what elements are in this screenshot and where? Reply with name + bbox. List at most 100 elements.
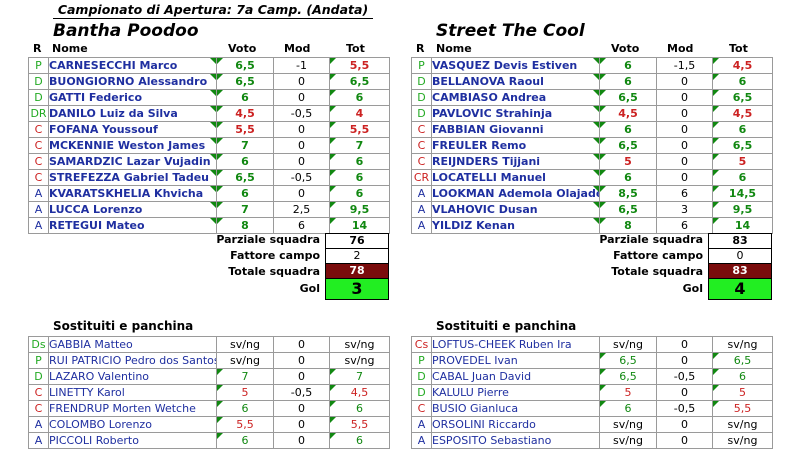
player-voto: 4,5	[216, 105, 274, 122]
player-tot: 6	[712, 368, 773, 385]
player-name: CABAL Juan David	[431, 368, 600, 385]
player-row: DR DANILO Luiz da Silva 4,5 -0,5 4	[28, 105, 390, 122]
player-voto: 7	[216, 137, 274, 154]
player-voto: 6	[599, 121, 657, 138]
player-voto: 6,5	[216, 57, 274, 74]
bench-row: D LAZARO Valentino 7 0 7	[28, 368, 390, 385]
player-row: C FOFANA Youssouf 5,5 0 5,5	[28, 121, 390, 138]
col-name-header: Nome	[52, 42, 88, 55]
player-tot: 5,5	[329, 57, 390, 74]
player-mod: 0	[273, 368, 330, 385]
bench-row: P RUI PATRICIO Pedro dos Santos sv/ng 0 sv/n…	[28, 352, 390, 369]
player-role: C	[411, 153, 432, 170]
player-mod: 0	[656, 416, 713, 433]
player-tot: sv/ng	[329, 352, 390, 369]
player-name: KVARATSKHELIA Khvicha	[48, 185, 217, 202]
bench-row: A ESPOSITO Sebastiano sv/ng 0 sv/ng	[411, 432, 773, 449]
player-row: A RETEGUI Mateo 8 6 14	[28, 217, 390, 234]
away-team-name: Street The Cool	[436, 21, 585, 41]
player-row: P VASQUEZ Devis Estiven 6 -1,5 4,5	[411, 57, 773, 74]
page-title: Campionato di Apertura: 7a Camp. (Andata…	[53, 2, 373, 19]
away-totale-label: Totale squadra	[611, 265, 703, 278]
bench-row: C LINETTY Karol 5 -0,5 4,5	[28, 384, 390, 401]
player-tot: 4,5	[712, 57, 773, 74]
away-gol-label: Gol	[682, 282, 703, 295]
player-role: C	[28, 137, 49, 154]
home-gol-label: Gol	[299, 282, 320, 295]
player-voto: 6	[216, 432, 274, 449]
player-tot: 6	[712, 73, 773, 90]
player-name: FOFANA Youssouf	[48, 121, 217, 138]
player-role: A	[28, 217, 49, 234]
home-team-name: Bantha Poodoo	[53, 21, 199, 41]
player-mod: 0	[273, 185, 330, 202]
player-role: A	[411, 217, 432, 234]
away-fattore-label: Fattore campo	[613, 249, 703, 262]
player-tot: 5	[712, 384, 773, 401]
away-bench-title: Sostituiti e panchina	[436, 319, 577, 333]
away-totale-value: 83	[708, 263, 772, 279]
player-tot: sv/ng	[712, 336, 773, 353]
away-gol-value: 4	[708, 278, 772, 300]
player-voto: 6,5	[599, 352, 657, 369]
player-name: LUCCA Lorenzo	[48, 201, 217, 218]
player-tot: 6,5	[712, 137, 773, 154]
player-role: A	[28, 416, 49, 433]
player-role: Cs	[411, 336, 432, 353]
player-mod: 0	[273, 400, 330, 417]
player-voto: 7	[216, 201, 274, 218]
player-role: C	[411, 121, 432, 138]
player-tot: 5,5	[329, 121, 390, 138]
player-name: PAVLOVIC Strahinja	[431, 105, 600, 122]
col-r-header: R	[33, 42, 42, 55]
player-voto: sv/ng	[599, 416, 657, 433]
player-mod: -1	[273, 57, 330, 74]
col-mod-header: Mod	[284, 42, 311, 55]
player-role: C	[411, 400, 432, 417]
player-name: BUSIO Gianluca	[431, 400, 600, 417]
player-role: D	[411, 384, 432, 401]
player-row: P CARNESECCHI Marco 6,5 -1 5,5	[28, 57, 390, 74]
player-mod: 0	[656, 336, 713, 353]
home-totale-label: Totale squadra	[228, 265, 320, 278]
player-role: D	[411, 89, 432, 106]
player-tot: 9,5	[712, 201, 773, 218]
bench-row: A ORSOLINI Riccardo sv/ng 0 sv/ng	[411, 416, 773, 433]
player-voto: 6	[216, 185, 274, 202]
player-tot: sv/ng	[712, 432, 773, 449]
bench-row: Ds GABBIA Matteo sv/ng 0 sv/ng	[28, 336, 390, 353]
player-row: A LOOKMAN Ademola Olajade 8,5 6 14,5	[411, 185, 773, 202]
player-name: DANILO Luiz da Silva	[48, 105, 217, 122]
home-gol-value: 3	[325, 278, 389, 300]
player-mod: -0,5	[656, 368, 713, 385]
player-name: MCKENNIE Weston James	[48, 137, 217, 154]
player-row: CR LOCATELLI Manuel 6 0 6	[411, 169, 773, 186]
home-parziale-value: 76	[325, 233, 389, 249]
player-mod: -0,5	[273, 105, 330, 122]
player-tot: 6	[329, 169, 390, 186]
player-voto: 5	[599, 384, 657, 401]
player-name: LINETTY Karol	[48, 384, 217, 401]
player-tot: 14,5	[712, 185, 773, 202]
player-name: SAMARDZIC Lazar Vujadin	[48, 153, 217, 170]
player-tot: 4,5	[329, 384, 390, 401]
away-col-name-header: Nome	[436, 42, 472, 55]
player-name: LOCATELLI Manuel	[431, 169, 600, 186]
player-voto: sv/ng	[599, 432, 657, 449]
player-tot: 6,5	[329, 73, 390, 90]
player-name: REIJNDERS Tijjani	[431, 153, 600, 170]
player-voto: 8	[216, 217, 274, 234]
player-mod: 0	[273, 153, 330, 170]
player-tot: 5	[712, 153, 773, 170]
player-tot: 5,5	[712, 400, 773, 417]
player-mod: 0	[273, 416, 330, 433]
player-tot: 6	[712, 169, 773, 186]
player-role: Ds	[28, 336, 49, 353]
player-role: D	[411, 73, 432, 90]
player-row: A VLAHOVIC Dusan 6,5 3 9,5	[411, 201, 773, 218]
player-tot: 6,5	[712, 89, 773, 106]
player-voto: 6,5	[599, 201, 657, 218]
player-role: C	[28, 121, 49, 138]
player-name: LAZARO Valentino	[48, 368, 217, 385]
player-name: YILDIZ Kenan	[431, 217, 600, 234]
